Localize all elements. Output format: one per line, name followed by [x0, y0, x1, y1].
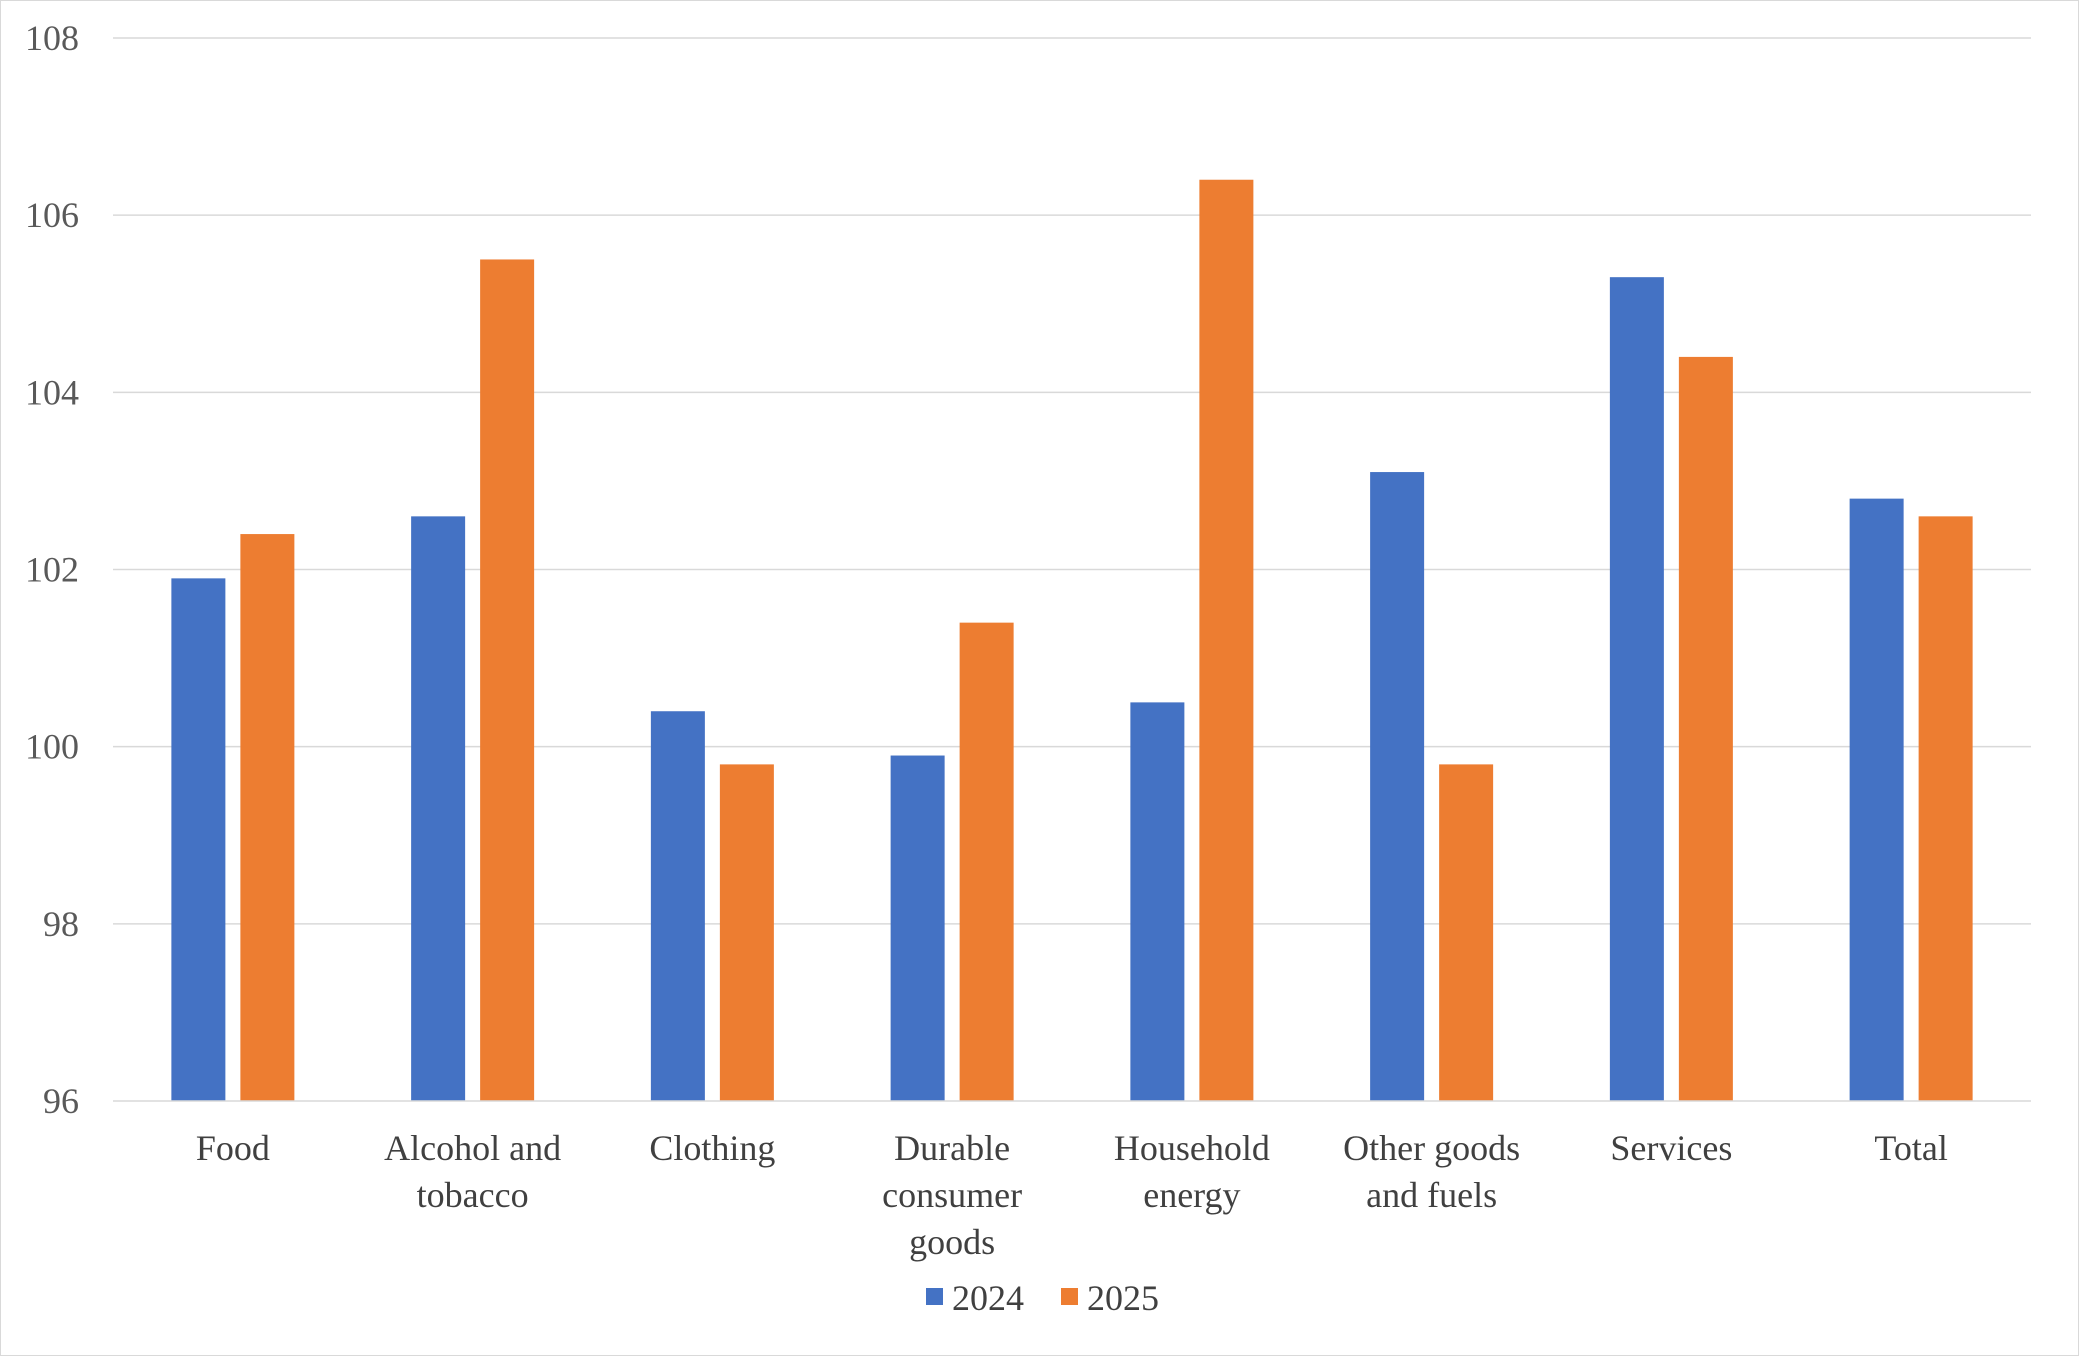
- bar-2025-2: [719, 764, 774, 1101]
- x-tick-label-line: Total: [1874, 1128, 1947, 1168]
- x-tick-label-line: Alcohol and: [384, 1128, 561, 1168]
- legend-swatch-2024: [926, 1288, 943, 1305]
- x-tick-label: Durable consumer goods: [882, 1128, 1022, 1262]
- y-tick-label: 108: [25, 18, 79, 58]
- legend: 2024 2025: [926, 1278, 1159, 1318]
- bar-2025-6: [1678, 356, 1733, 1101]
- bar-2025-4: [1199, 179, 1254, 1101]
- x-tick-label: Food: [196, 1128, 270, 1168]
- x-tick-label-line: Food: [196, 1128, 270, 1168]
- bar-2024-7: [1849, 498, 1904, 1102]
- bar-2024-5: [1370, 472, 1425, 1101]
- x-tick-label: Total: [1874, 1128, 1947, 1168]
- x-tick-label: Household energy: [1114, 1128, 1270, 1215]
- x-tick-label-line: and fuels: [1366, 1175, 1497, 1215]
- bar-2025-0: [240, 534, 295, 1101]
- x-tick-label: Alcohol and tobacco: [384, 1128, 561, 1215]
- bar-2024-2: [650, 711, 705, 1101]
- bar-2024-1: [411, 516, 466, 1101]
- y-tick-label: 98: [43, 904, 79, 944]
- x-tick-label-line: energy: [1143, 1175, 1240, 1215]
- bar-2024-4: [1130, 702, 1185, 1101]
- x-tick-label-line: consumer: [882, 1175, 1022, 1215]
- y-tick-label: 100: [25, 727, 79, 767]
- x-tick-label-line: Clothing: [649, 1128, 775, 1168]
- legend-label-2024: 2024: [952, 1278, 1024, 1318]
- bar-2025-1: [480, 259, 535, 1101]
- x-axis-labels: Food Alcohol and tobacco Clothing Durable con…: [196, 1128, 1948, 1262]
- x-tick-label-line: Other goods: [1343, 1128, 1520, 1168]
- x-tick-label-line: Services: [1610, 1128, 1732, 1168]
- y-tick-label: 96: [43, 1081, 79, 1121]
- x-tick-label: Clothing: [649, 1128, 775, 1168]
- gridlines: [113, 37, 2031, 925]
- bar-2024-0: [171, 578, 226, 1101]
- x-tick-label-line: Household: [1114, 1128, 1270, 1168]
- bar-2025-3: [959, 622, 1014, 1101]
- x-tick-label-line: Durable: [894, 1128, 1010, 1168]
- bars: [171, 179, 1973, 1102]
- x-tick-label-line: goods: [909, 1222, 995, 1262]
- bar-2025-5: [1439, 764, 1494, 1101]
- y-tick-label: 106: [25, 195, 79, 235]
- y-axis-ticks: 96 98 100 102 104 106 108: [25, 18, 79, 1121]
- x-tick-label: Services: [1610, 1128, 1732, 1168]
- y-tick-label: 104: [25, 372, 79, 412]
- legend-label-2025: 2025: [1087, 1278, 1159, 1318]
- x-tick-label: Other goods and fuels: [1343, 1128, 1520, 1215]
- y-tick-label: 102: [25, 550, 79, 590]
- legend-swatch-2025: [1061, 1288, 1078, 1305]
- x-tick-label-line: tobacco: [417, 1175, 529, 1215]
- bar-2024-3: [890, 755, 945, 1101]
- bar-2025-7: [1918, 516, 1973, 1101]
- bar-2024-6: [1609, 277, 1664, 1101]
